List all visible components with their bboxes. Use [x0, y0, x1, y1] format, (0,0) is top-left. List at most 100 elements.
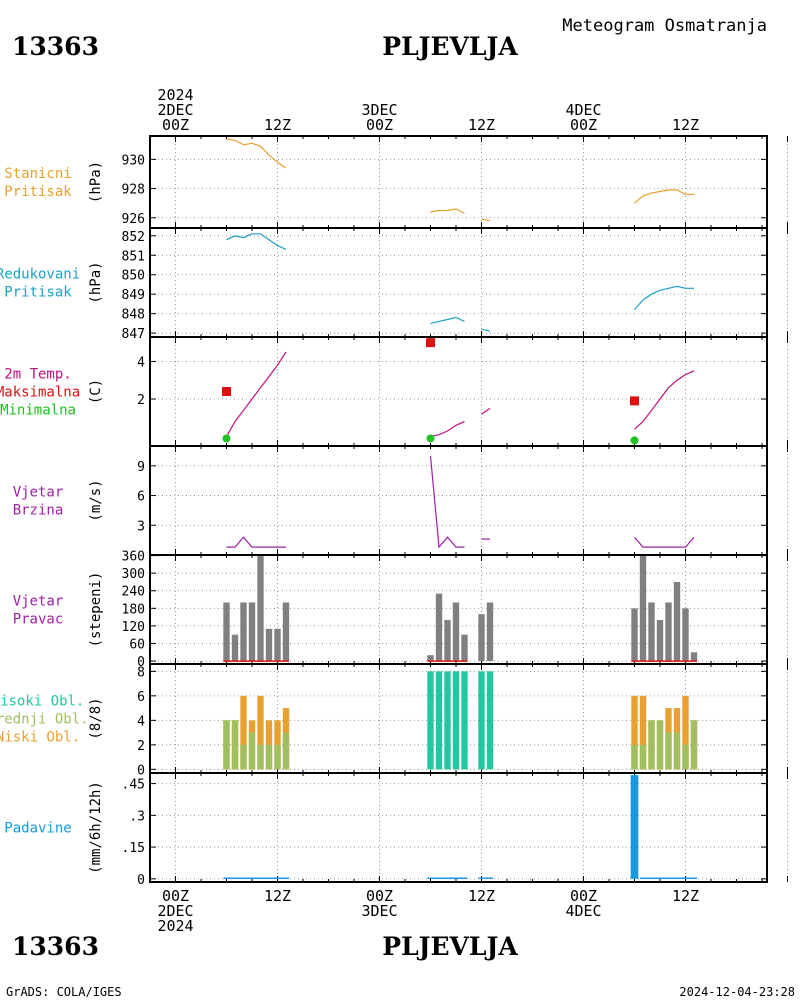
bar-precipitation	[630, 775, 639, 879]
bar-wind_direction	[673, 581, 681, 662]
y-tick-label: 851	[122, 249, 145, 264]
panel-clouds: 0 2 4 6 8 (8/8)Visoki Obl. Srednji Obl. Niski O…	[0, 663, 788, 778]
bar-clouds	[486, 671, 494, 770]
panel-wind_speed: 3 6 9 (m/s) Vjetar Brzina	[13, 445, 788, 556]
y-tick-label: 2	[137, 393, 145, 408]
y-tick-label: 850	[122, 269, 145, 284]
panel-precipitation: 0 .15 .3 .45 (mm/6h/12h) Padavine	[4, 772, 788, 888]
line-wind_speed	[634, 536, 695, 548]
bar-clouds	[673, 732, 681, 770]
bar-clouds	[639, 744, 647, 770]
y-tick-label: 852	[122, 230, 145, 245]
time-label-top: 12Z	[672, 116, 699, 134]
panel-frame	[149, 227, 768, 338]
time-label-bottom: 2DEC	[157, 902, 193, 920]
panels: 926928930(hPa)StanicniPritisak8478488498…	[0, 135, 788, 888]
bar-clouds	[240, 744, 247, 770]
bar-wind_direction	[665, 602, 672, 662]
bar-clouds	[427, 671, 434, 770]
panel-pressure_station: 926 928 930 (hPa) Stanicni Pritisak	[4, 135, 788, 229]
line-wind_speed	[226, 536, 286, 548]
panel-label: Visoki Obl.	[0, 694, 84, 710]
y-axis-label: (8/8)	[88, 697, 104, 739]
bar-clouds	[282, 732, 290, 770]
bar-wind_direction	[639, 555, 647, 662]
line-pressure_reduced	[430, 316, 465, 324]
bar-wind_direction	[248, 602, 256, 662]
panel-wind_direction: 0 60 120 180 240 300 360 (stepeni) Vjetar Pravac	[13, 550, 788, 670]
bar-wind_direction	[231, 634, 239, 662]
time-label-bottom: 4DEC	[565, 902, 601, 920]
time-label-top: 00Z	[366, 116, 393, 134]
bar-wind_direction	[265, 628, 273, 662]
bar-wind_direction	[690, 652, 698, 662]
panel-label: Redukovani	[0, 267, 80, 283]
marker-temp-min	[630, 436, 639, 445]
bar-clouds	[478, 671, 485, 770]
time-label-top: 2DEC	[157, 101, 193, 119]
bar-clouds	[682, 695, 689, 770]
panel-label: Pravac	[13, 612, 64, 628]
bar-clouds	[631, 744, 638, 770]
credit-text: GrADS: COLA/IGES	[6, 985, 122, 999]
bar-clouds	[257, 695, 264, 770]
marker-temp-max	[426, 338, 435, 348]
time-label-top: 00Z	[162, 116, 189, 134]
y-tick-label: 6	[137, 690, 145, 705]
panel-label: Brzina	[13, 503, 64, 519]
y-tick-label: 120	[122, 620, 145, 635]
panel-pressure_reduced: 847 848 849 850 851 852 (hPa) Redukovani Pritisa…	[0, 227, 788, 342]
station-id-top: 13363	[12, 32, 99, 61]
line-temperature	[481, 407, 491, 415]
panel-label: Vjetar	[13, 594, 64, 610]
line-pressure_station	[430, 208, 465, 214]
y-tick-label: 180	[122, 602, 145, 617]
line-pressure_station	[634, 189, 694, 204]
y-tick-label: 928	[122, 183, 145, 198]
panel-label: Niski Obl.	[0, 730, 80, 746]
y-tick-label: .15	[122, 841, 145, 856]
bar-clouds	[274, 744, 281, 770]
time-label-top: 4DEC	[565, 101, 601, 119]
time-label-bottom: 12Z	[264, 887, 291, 905]
line-temperature	[634, 370, 695, 430]
bar-wind_direction	[240, 602, 247, 662]
y-tick-label: 847	[122, 327, 145, 342]
y-tick-label: 360	[122, 550, 145, 565]
bar-clouds	[223, 720, 230, 770]
line-pressure_reduced	[226, 233, 287, 250]
bar-clouds	[240, 695, 247, 770]
line-pressure_reduced	[634, 285, 694, 311]
y-tick-label: 4	[137, 714, 145, 729]
y-axis-label: (mm/6h/12h)	[88, 781, 104, 874]
station-name-bottom: PLJEVLJA	[382, 932, 518, 961]
y-tick-label: 0	[137, 873, 145, 888]
bar-clouds	[257, 744, 264, 770]
panel-frame	[149, 772, 768, 883]
panel-temperature: 2 4 (C) 2m Temp. Maksimalna Minimalna	[0, 336, 788, 447]
bar-wind_direction	[435, 593, 443, 662]
time-label-bottom: 00Z	[162, 887, 189, 905]
bar-wind_direction	[444, 620, 451, 662]
y-tick-label: 848	[122, 308, 145, 323]
bar-clouds	[639, 695, 647, 770]
bar-clouds	[648, 720, 655, 770]
time-label-top: 2024	[157, 86, 193, 104]
time-label-top: 12Z	[264, 116, 291, 134]
y-tick-label: 0	[137, 763, 145, 778]
y-axis-label: (stepeni)	[88, 572, 104, 648]
panel-frame	[149, 135, 768, 229]
y-axis-label: (hPa)	[88, 161, 104, 203]
time-label-bottom: 00Z	[570, 887, 597, 905]
panel-label: Vjetar	[13, 485, 64, 501]
panel-label: Stanicni	[4, 166, 71, 182]
line-pressure_station	[481, 218, 491, 222]
bar-clouds	[444, 671, 451, 770]
panel-label: Maksimalna	[0, 385, 80, 401]
y-tick-label: 0	[137, 655, 145, 670]
bar-clouds	[435, 671, 443, 770]
time-label-top: 12Z	[468, 116, 495, 134]
